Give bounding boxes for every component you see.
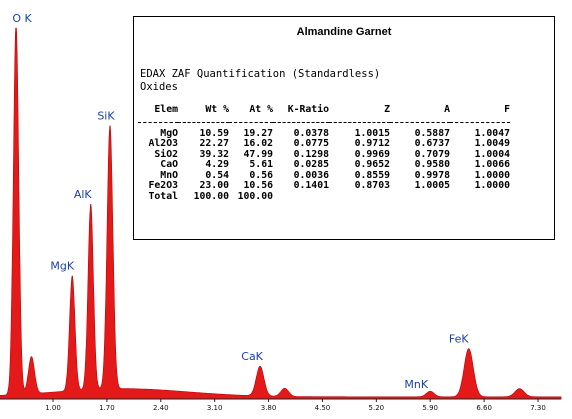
cell-f	[450, 192, 510, 203]
x-tick-label: 1.70	[99, 404, 115, 412]
peak-labels: O K MgK AlK SiK CaK MnK FeK	[12, 12, 469, 391]
header-elem: Elem	[138, 104, 178, 123]
cell-at: 16.02	[243, 138, 274, 149]
header-a: A	[390, 104, 450, 123]
cell-a: 0.9978	[414, 169, 450, 181]
cell-z: 0.9652	[354, 159, 390, 170]
cell-f: 1.0004	[474, 148, 510, 160]
spectrum-area	[0, 27, 562, 400]
table-row-total: Total 100.00 100.00	[138, 190, 510, 203]
cell-wt: 0.54	[205, 169, 229, 181]
cell-f: 1.0000	[474, 169, 510, 181]
cell-at: 100.00	[237, 190, 273, 202]
cell-z: 0.9969	[354, 148, 390, 160]
x-tick-label: 4.50	[315, 404, 331, 412]
x-tick-label: 6.60	[476, 404, 492, 412]
cell-elem: MnO	[160, 169, 178, 181]
cell-elem: Al2O3	[148, 138, 179, 149]
sample-title: Almandine Garnet	[296, 26, 392, 38]
x-axis-ticks: 1.00 1.70 2.40 3.10 3.80 4.50 5.20 5.90 6.60 7.30	[45, 399, 546, 412]
cell-a	[390, 192, 450, 203]
cell-k-ratio: 0.1298	[293, 148, 329, 160]
header-wt: Wt %	[178, 104, 229, 123]
x-tick-label: 7.30	[530, 404, 546, 412]
quantification-method: EDAX ZAF Quantification (Standardless)	[140, 68, 381, 80]
cell-wt: 23.00	[199, 180, 230, 191]
cell-wt: 4.29	[205, 159, 229, 170]
table-row: SiO2 39.32 47.99 0.1298 0.9969 0.7079 1.…	[138, 148, 510, 161]
peak-label: MgK	[50, 260, 74, 273]
x-tick-label: 5.20	[369, 404, 385, 412]
header-k-ratio: K-Ratio	[273, 104, 329, 123]
cell-k-ratio: 0.0378	[293, 127, 329, 139]
cell-z: 0.9712	[354, 138, 390, 149]
peak-label: SiK	[97, 109, 115, 122]
cell-k-ratio: 0.1401	[293, 180, 329, 191]
header-at: At %	[229, 104, 273, 123]
cell-a: 0.5887	[414, 127, 450, 139]
cell-z: 1.0015	[354, 127, 390, 139]
table-row: Fe2O3 23.00 10.56 0.1401 0.8703 1.0005 1…	[138, 180, 511, 192]
cell-wt: 100.00	[193, 190, 229, 202]
cell-a: 0.6737	[414, 138, 450, 149]
cell-k-ratio: 0.0775	[293, 138, 329, 149]
cell-wt: 39.32	[199, 148, 230, 160]
cell-a: 0.7079	[414, 148, 450, 160]
cell-f: 1.0066	[474, 159, 510, 170]
cell-a: 0.9580	[414, 159, 450, 170]
cell-z: 0.8703	[354, 180, 390, 191]
cell-z	[329, 192, 390, 203]
x-tick-label: 3.10	[207, 404, 223, 412]
header-f: F	[450, 104, 510, 123]
cell-at: 19.27	[243, 127, 274, 139]
cell-elem: Fe2O3	[148, 180, 179, 191]
x-tick-label: 2.40	[153, 404, 169, 412]
cell-wt: 10.59	[199, 127, 230, 139]
peak-label: FeK	[449, 333, 469, 346]
table-row: Al2O3 22.27 16.02 0.0775 0.9712 0.6737 1…	[138, 138, 511, 150]
quantification-subtitle: Oxides	[140, 81, 178, 93]
table-header-row: Elem Wt % At % K-Ratio Z A F	[138, 104, 510, 123]
peak-label: AlK	[74, 188, 93, 201]
cell-at: 47.99	[243, 148, 274, 160]
cell-k-ratio: 0.0285	[293, 159, 329, 170]
quantification-table: Elem Wt % At % K-Ratio Z A F MgO 10.59 1…	[138, 104, 511, 203]
x-tick-label: 3.80	[261, 404, 277, 412]
cell-f: 1.0049	[474, 138, 510, 149]
cell-at: 10.56	[243, 180, 274, 191]
peak-label: CaK	[241, 350, 263, 363]
cell-elem: Total	[148, 190, 179, 202]
cell-a: 1.0005	[414, 180, 450, 191]
x-tick-label: 5.90	[422, 404, 438, 412]
cell-elem: CaO	[160, 159, 178, 170]
cell-k-ratio: 0.0036	[293, 169, 329, 181]
peak-label: O K	[12, 12, 32, 25]
header-z: Z	[329, 104, 390, 123]
cell-f: 1.0047	[474, 127, 510, 139]
cell-f: 1.0000	[474, 180, 510, 191]
cell-at: 0.56	[249, 169, 273, 181]
cell-wt: 22.27	[199, 138, 230, 149]
table-row: MgO 10.59 19.27 0.0378 1.0015 0.5887 1.0…	[138, 122, 510, 139]
peak-label: MnK	[404, 378, 428, 391]
table-row: CaO 4.29 5.61 0.0285 0.9652 0.9580 1.006…	[138, 159, 510, 171]
quantification-table-box: Almandine Garnet EDAX ZAF Quantification…	[133, 16, 555, 240]
cell-k-ratio	[273, 192, 329, 203]
x-tick-label: 1.00	[45, 404, 61, 412]
cell-at: 5.61	[249, 159, 273, 170]
cell-elem: SiO2	[154, 148, 178, 160]
table-row: MnO 0.54 0.56 0.0036 0.8559 0.9978 1.000…	[138, 169, 510, 182]
cell-elem: MgO	[160, 127, 178, 139]
cell-z: 0.8559	[354, 169, 390, 181]
